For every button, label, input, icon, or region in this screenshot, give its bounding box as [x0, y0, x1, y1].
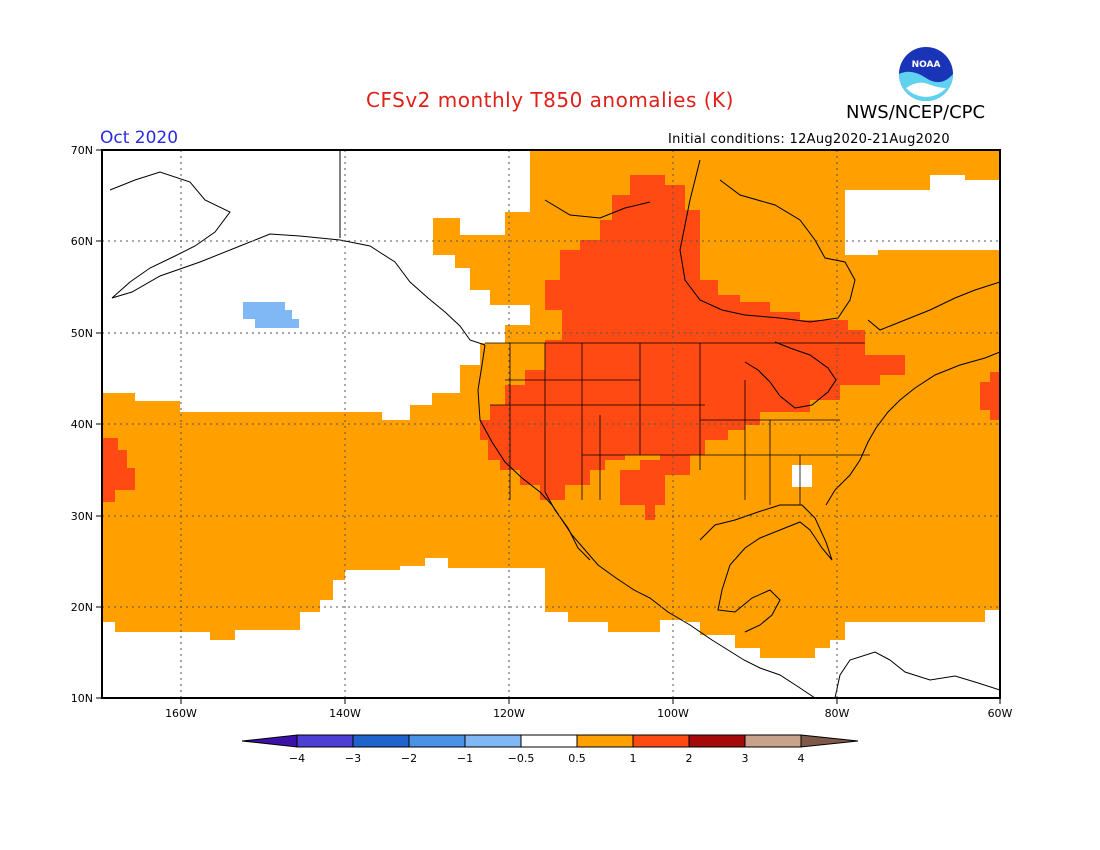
legend-swatch: [744, 734, 802, 748]
legend-tick: −2: [401, 752, 417, 765]
legend-labels: −4 −3 −2 −1 −0.5 0.5 1 2 3 4: [289, 752, 805, 765]
chart-title: CFSv2 monthly T850 anomalies (K): [366, 88, 734, 112]
legend-swatch: [296, 734, 354, 748]
lat-label-60n: 60N: [71, 235, 93, 248]
legend-swatch: [576, 734, 634, 748]
lat-labels: 70N 60N 50N 40N 30N 20N 10N: [71, 144, 93, 705]
lon-label-140w: 140W: [329, 707, 361, 720]
legend-swatch: [520, 734, 578, 748]
state-borders: [485, 342, 870, 505]
legend-tick: 3: [742, 752, 749, 765]
lat-label-30n: 30N: [71, 510, 93, 523]
legend-arrow-low: [241, 734, 298, 748]
hot-anomaly-region: [480, 175, 905, 520]
lon-label-80w: 80W: [825, 707, 850, 720]
lat-label-70n: 70N: [71, 144, 93, 157]
legend-swatch: [688, 734, 746, 748]
noaa-logo-icon: NOAA: [896, 44, 956, 104]
cool-anomaly-region: [243, 302, 299, 328]
legend-tick: −4: [289, 752, 305, 765]
month-label: Oct 2020: [100, 128, 179, 148]
lat-label-40n: 40N: [71, 418, 93, 431]
legend-swatch: [632, 734, 690, 748]
agency-label: NWS/NCEP/CPC: [846, 102, 986, 123]
legend-tick: 0.5: [568, 752, 586, 765]
legend-tick: 2: [686, 752, 693, 765]
hot-anomaly-region: [980, 372, 1000, 420]
neutral-region: [845, 175, 1000, 250]
lat-label-50n: 50N: [71, 327, 93, 340]
lon-label-60w: 60W: [988, 707, 1013, 720]
lon-label-100w: 100W: [657, 707, 689, 720]
graticule: [102, 150, 1000, 698]
legend-tick: −3: [345, 752, 361, 765]
legend-swatch: [408, 734, 466, 748]
legend-arrow-high: [800, 734, 859, 748]
legend-swatch: [352, 734, 410, 748]
lat-label-20n: 20N: [71, 601, 93, 614]
legend-tick: −0.5: [508, 752, 535, 765]
anomaly-fields: [102, 150, 1000, 658]
axis-ticks: [96, 149, 1001, 704]
init-conditions: Initial conditions: 12Aug2020-21Aug2020: [668, 132, 950, 147]
lon-labels: 160W 140W 120W 100W 80W 60W: [165, 707, 1012, 720]
lon-label-160w: 160W: [165, 707, 197, 720]
hot-anomaly-region: [102, 438, 135, 502]
legend-tick: −1: [457, 752, 473, 765]
coastlines: [109, 150, 1000, 698]
legend-tick: 4: [798, 752, 805, 765]
legend-swatch: [464, 734, 522, 748]
color-legend: [241, 734, 859, 748]
lat-label-10n: 10N: [71, 692, 93, 705]
logo-text: NOAA: [912, 60, 941, 70]
lon-label-120w: 120W: [493, 707, 525, 720]
legend-tick: 1: [630, 752, 637, 765]
neutral-region: [792, 465, 812, 487]
